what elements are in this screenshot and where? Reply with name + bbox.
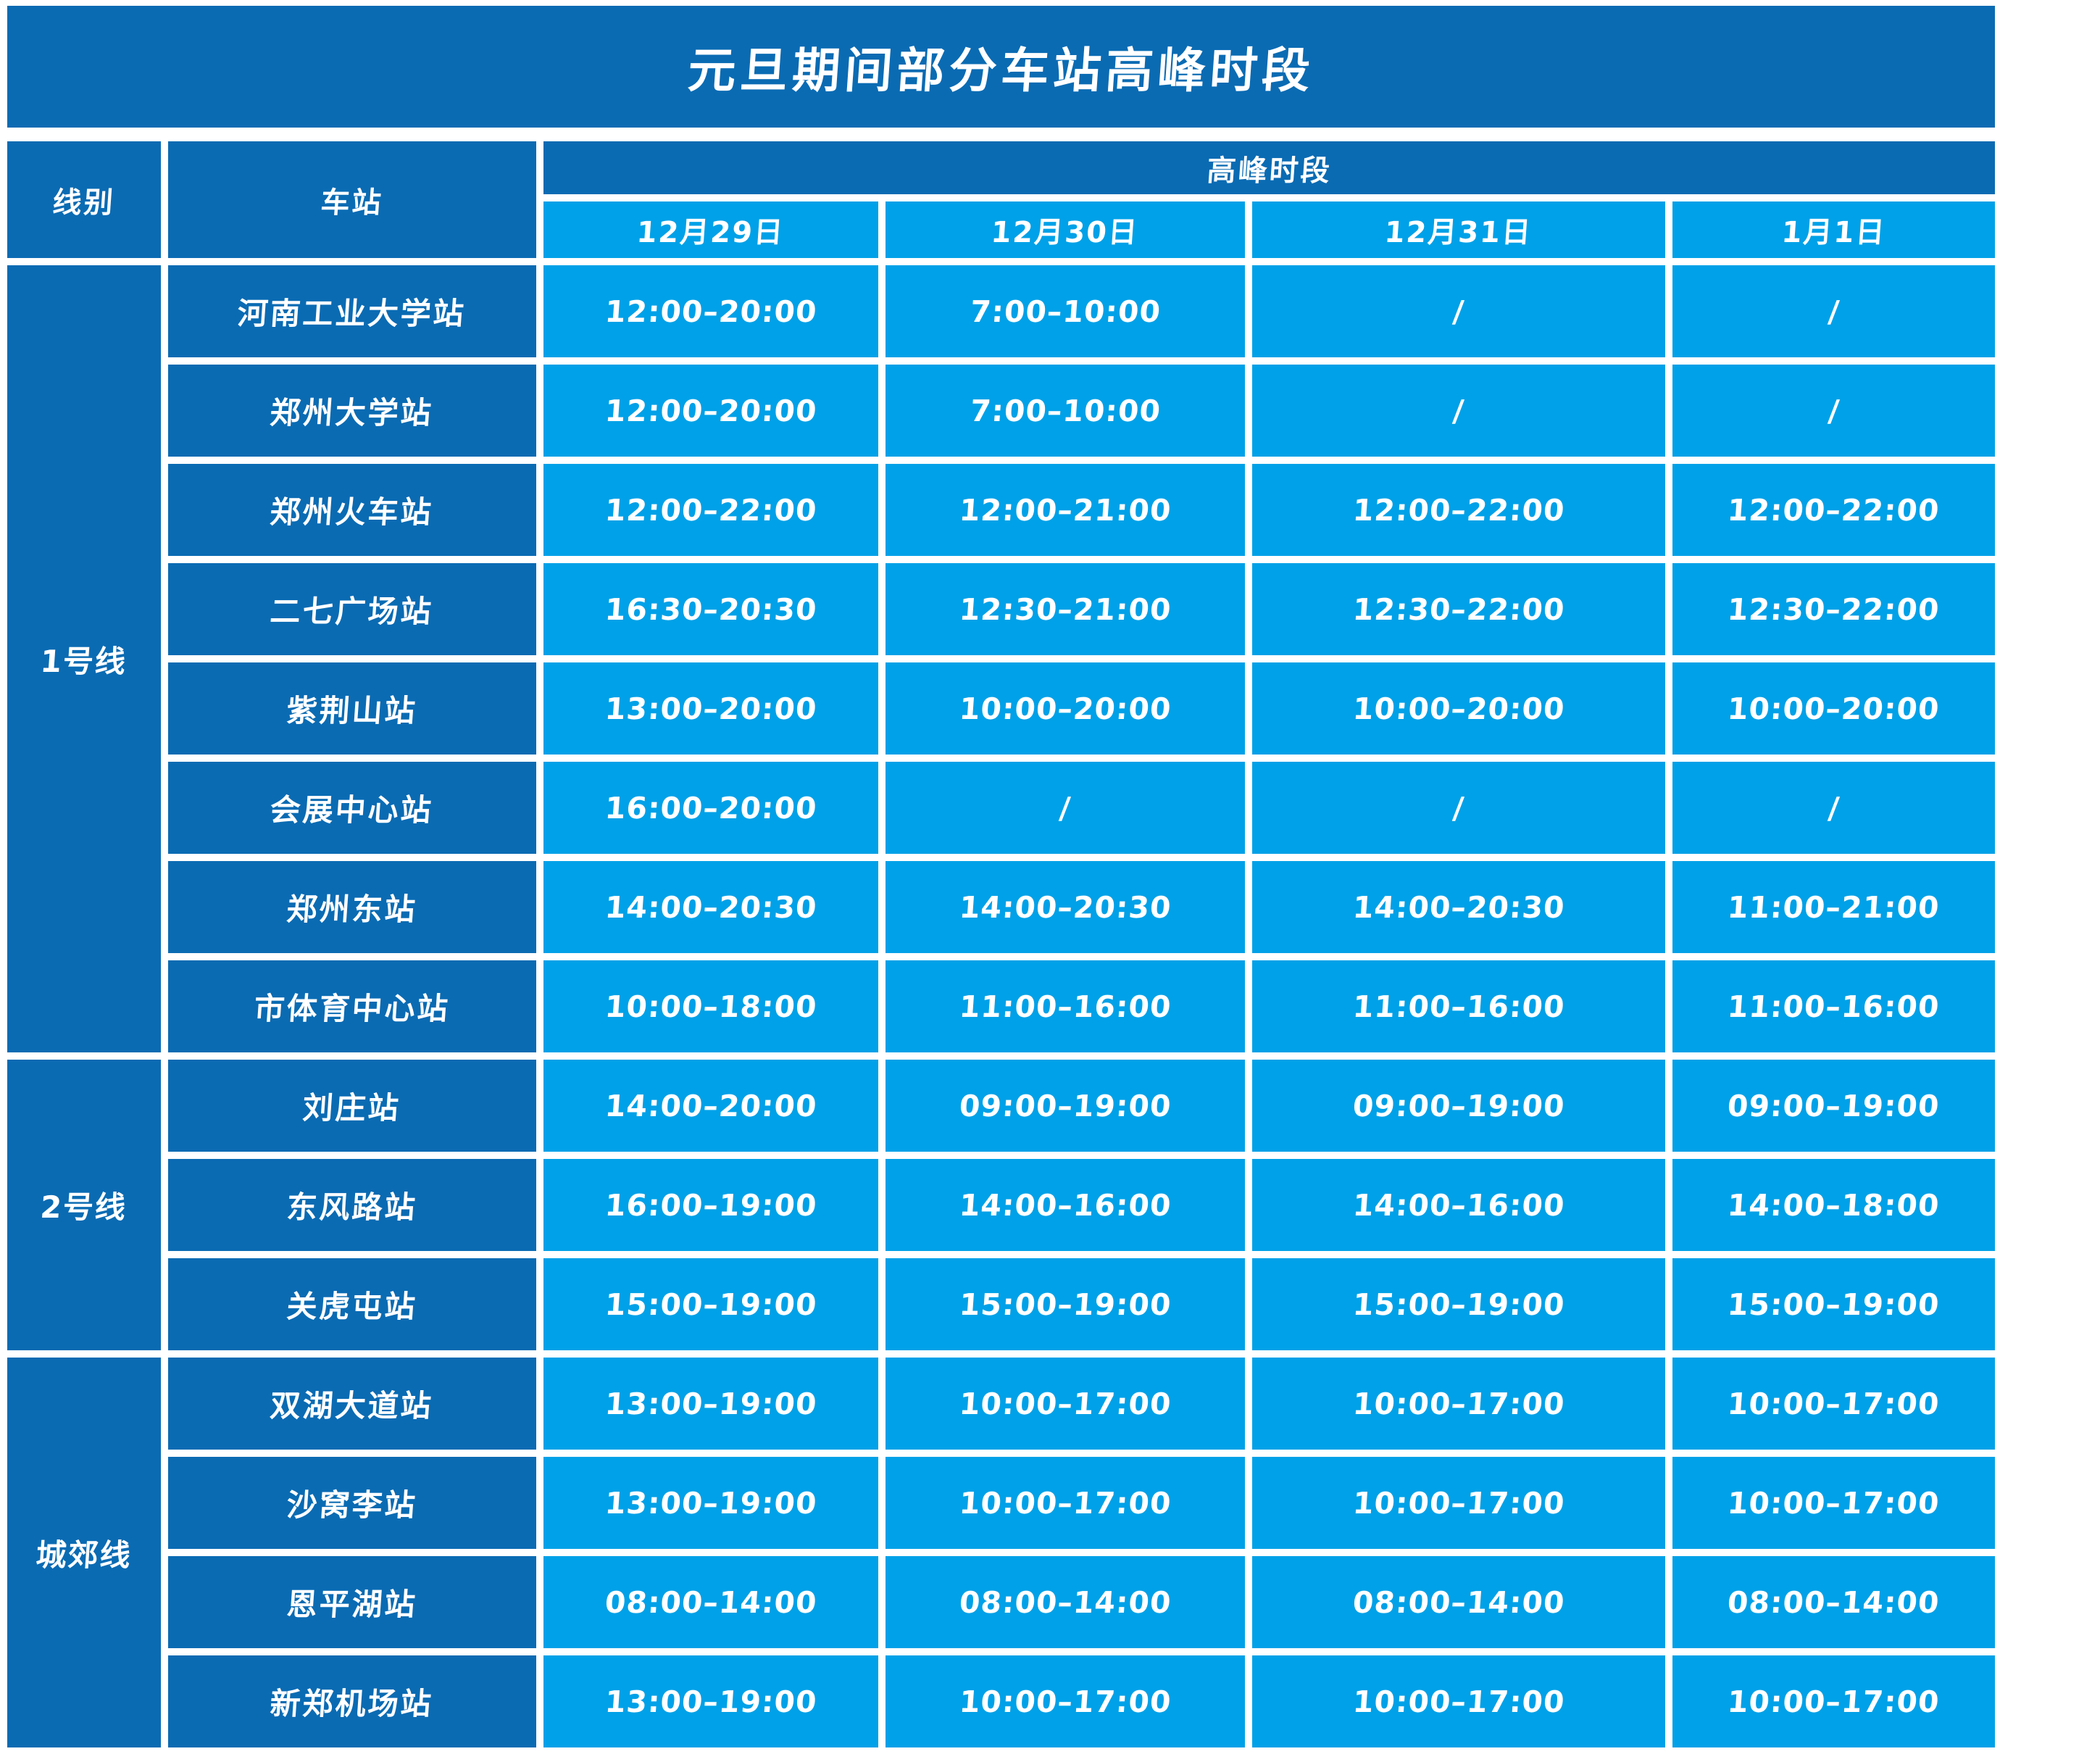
peak-hours-table: 线别 车站 高峰时段 12月29日 12月30日 12月31日 1月1日 1号线… [7, 141, 1995, 1747]
time-cell: 10:00–17:00 [1252, 1358, 1665, 1450]
station-cell: 沙窝李站 [168, 1457, 536, 1549]
time-cell: 12:30–21:00 [886, 563, 1245, 655]
station-cell: 郑州东站 [168, 861, 536, 953]
time-cell: 7:00–10:00 [886, 365, 1245, 457]
time-cell: 13:00–19:00 [543, 1457, 878, 1549]
time-cell: 15:00–19:00 [886, 1258, 1245, 1350]
time-cell: / [1672, 265, 1995, 357]
time-cell: 10:00–18:00 [543, 960, 878, 1052]
date-header-jan1: 1月1日 [1672, 201, 1995, 258]
time-cell: 7:00–10:00 [886, 265, 1245, 357]
time-cell: 10:00–20:00 [1252, 662, 1665, 755]
time-cell: 09:00–19:00 [886, 1060, 1245, 1152]
time-cell: 10:00–17:00 [1672, 1457, 1995, 1549]
time-cell: 14:00–20:30 [543, 861, 878, 953]
column-header-station: 车站 [168, 141, 536, 258]
time-cell: 14:00–20:00 [543, 1060, 878, 1152]
time-cell: / [1252, 762, 1665, 854]
time-cell: 12:00–20:00 [543, 265, 878, 357]
time-cell: 09:00–19:00 [1672, 1060, 1995, 1152]
time-cell: 08:00–14:00 [1252, 1556, 1665, 1648]
column-header-peak-period: 高峰时段 [543, 141, 1995, 194]
station-cell: 新郑机场站 [168, 1655, 536, 1747]
time-cell: 11:00–16:00 [1252, 960, 1665, 1052]
time-cell: / [1252, 265, 1665, 357]
time-cell: 10:00–17:00 [886, 1655, 1245, 1747]
time-cell: 12:30–22:00 [1672, 563, 1995, 655]
station-cell: 河南工业大学站 [168, 265, 536, 357]
time-cell: 10:00–17:00 [1672, 1358, 1995, 1450]
station-cell: 恩平湖站 [168, 1556, 536, 1648]
time-cell: 12:00–22:00 [1252, 464, 1665, 556]
time-cell: 12:00–22:00 [543, 464, 878, 556]
time-cell: 15:00–19:00 [1672, 1258, 1995, 1350]
time-cell: 13:00–19:00 [543, 1655, 878, 1747]
time-cell: 16:00–19:00 [543, 1159, 878, 1251]
title-bar: 元旦期间部分车站高峰时段 [7, 6, 1995, 128]
station-cell: 东风路站 [168, 1159, 536, 1251]
time-cell: 14:00–16:00 [886, 1159, 1245, 1251]
line-group-suburban: 城郊线 [7, 1358, 161, 1747]
station-cell: 二七广场站 [168, 563, 536, 655]
time-cell: 08:00–14:00 [886, 1556, 1245, 1648]
time-cell: 16:30–20:30 [543, 563, 878, 655]
station-cell: 会展中心站 [168, 762, 536, 854]
station-cell: 郑州大学站 [168, 365, 536, 457]
time-cell: 09:00–19:00 [1252, 1060, 1665, 1152]
time-cell: 14:00–20:30 [886, 861, 1245, 953]
time-cell: 10:00–20:00 [886, 662, 1245, 755]
time-cell: 15:00–19:00 [543, 1258, 878, 1350]
station-cell: 郑州火车站 [168, 464, 536, 556]
line-group-line1: 1号线 [7, 265, 161, 1052]
date-header-dec29: 12月29日 [543, 201, 878, 258]
time-cell: 10:00–20:00 [1672, 662, 1995, 755]
time-cell: / [1672, 762, 1995, 854]
time-cell: 12:00–20:00 [543, 365, 878, 457]
time-cell: 10:00–17:00 [1252, 1655, 1665, 1747]
time-cell: 10:00–17:00 [1672, 1655, 1995, 1747]
time-cell: 14:00–20:30 [1252, 861, 1665, 953]
time-cell: 12:00–21:00 [886, 464, 1245, 556]
station-cell: 市体育中心站 [168, 960, 536, 1052]
time-cell: 11:00–16:00 [1672, 960, 1995, 1052]
station-cell: 紫荆山站 [168, 662, 536, 755]
time-cell: 10:00–17:00 [1252, 1457, 1665, 1549]
time-cell: 16:00–20:00 [543, 762, 878, 854]
line-group-line2: 2号线 [7, 1060, 161, 1350]
time-cell: 10:00–17:00 [886, 1358, 1245, 1450]
page-title: 元旦期间部分车站高峰时段 [686, 43, 1316, 99]
time-cell: 14:00–16:00 [1252, 1159, 1665, 1251]
time-cell: 15:00–19:00 [1252, 1258, 1665, 1350]
column-header-line: 线别 [7, 141, 161, 258]
time-cell: 14:00–18:00 [1672, 1159, 1995, 1251]
date-header-dec30: 12月30日 [886, 201, 1245, 258]
time-cell: 12:00–22:00 [1672, 464, 1995, 556]
time-cell: / [1672, 365, 1995, 457]
time-cell: 11:00–16:00 [886, 960, 1245, 1052]
station-cell: 刘庄站 [168, 1060, 536, 1152]
time-cell: 08:00–14:00 [1672, 1556, 1995, 1648]
station-cell: 关虎屯站 [168, 1258, 536, 1350]
time-cell: 13:00–19:00 [543, 1358, 878, 1450]
time-cell: 10:00–17:00 [886, 1457, 1245, 1549]
time-cell: / [1252, 365, 1665, 457]
time-cell: 11:00–21:00 [1672, 861, 1995, 953]
time-cell: 08:00–14:00 [543, 1556, 878, 1648]
time-cell: 13:00–20:00 [543, 662, 878, 755]
station-cell: 双湖大道站 [168, 1358, 536, 1450]
time-cell: 12:30–22:00 [1252, 563, 1665, 655]
time-cell: / [886, 762, 1245, 854]
date-header-dec31: 12月31日 [1252, 201, 1665, 258]
